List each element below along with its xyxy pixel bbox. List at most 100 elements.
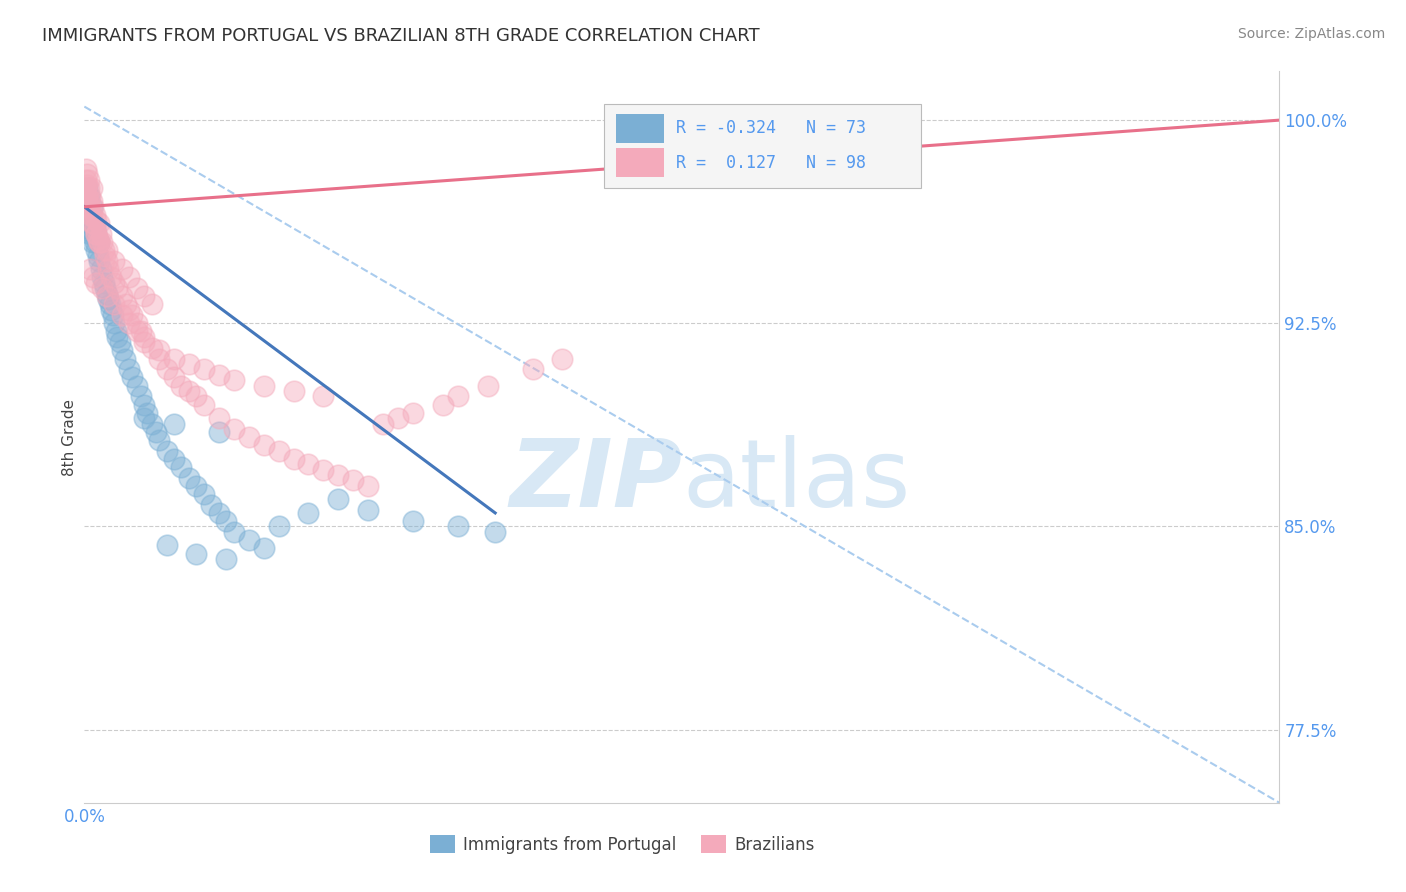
Point [402, 406, 425, 420]
Point [97, 262, 120, 277]
Point [100, 270, 122, 285]
Point [148, 351, 170, 366]
Point [89, 254, 111, 268]
Point [222, 373, 245, 387]
Point [132, 289, 156, 303]
Point [86, 227, 108, 241]
Point [447, 389, 470, 403]
Point [114, 351, 136, 366]
Point [110, 335, 132, 350]
Point [105, 281, 128, 295]
Point [104, 325, 127, 339]
Point [522, 362, 544, 376]
Point [96, 286, 118, 301]
Point [186, 389, 208, 403]
Point [170, 459, 193, 474]
FancyBboxPatch shape [616, 148, 664, 178]
Point [297, 457, 319, 471]
Point [76, 178, 98, 193]
Text: ZIP: ZIP [509, 435, 682, 527]
Point [103, 297, 125, 311]
Point [77, 208, 100, 222]
Point [222, 422, 245, 436]
Point [387, 411, 409, 425]
Point [76, 189, 98, 203]
Point [238, 430, 260, 444]
Point [83, 208, 105, 222]
Point [76, 181, 98, 195]
Point [75, 200, 97, 214]
Point [101, 308, 124, 322]
Point [177, 357, 200, 371]
Point [96, 254, 118, 268]
Point [103, 276, 125, 290]
Point [111, 289, 134, 303]
Point [89, 235, 111, 249]
Point [87, 249, 110, 263]
Text: Source: ZipAtlas.com: Source: ZipAtlas.com [1237, 27, 1385, 41]
Point [193, 487, 215, 501]
Point [80, 194, 103, 209]
Point [208, 506, 231, 520]
Point [79, 227, 101, 241]
Point [115, 297, 138, 311]
Point [155, 443, 177, 458]
Point [342, 474, 364, 488]
Point [86, 243, 108, 257]
Point [77, 200, 100, 214]
Point [82, 200, 104, 214]
Point [80, 181, 103, 195]
Point [82, 227, 104, 241]
Point [312, 389, 335, 403]
Point [118, 316, 141, 330]
Point [193, 362, 215, 376]
Point [82, 270, 104, 285]
Point [402, 514, 425, 528]
Point [170, 378, 193, 392]
Point [103, 254, 125, 268]
Point [125, 378, 148, 392]
FancyBboxPatch shape [616, 114, 664, 143]
Point [79, 205, 101, 219]
Point [155, 538, 177, 552]
Point [79, 208, 101, 222]
FancyBboxPatch shape [605, 104, 921, 188]
Point [447, 519, 470, 533]
Text: IMMIGRANTS FROM PORTUGAL VS BRAZILIAN 8TH GRADE CORRELATION CHART: IMMIGRANTS FROM PORTUGAL VS BRAZILIAN 8T… [42, 27, 759, 45]
Point [86, 276, 108, 290]
Point [163, 451, 186, 466]
Point [79, 213, 101, 227]
Point [432, 398, 454, 412]
Point [253, 438, 276, 452]
Point [132, 335, 156, 350]
Point [80, 208, 103, 222]
Point [132, 330, 156, 344]
Point [77, 172, 100, 186]
Point [77, 194, 100, 209]
Point [86, 227, 108, 241]
Point [118, 302, 141, 317]
Point [93, 243, 115, 257]
Point [208, 411, 231, 425]
Point [97, 292, 120, 306]
Point [79, 262, 101, 277]
Point [77, 181, 100, 195]
Point [93, 276, 115, 290]
Point [98, 297, 121, 311]
Point [283, 384, 305, 398]
Point [125, 316, 148, 330]
Point [125, 325, 148, 339]
Point [82, 216, 104, 230]
Point [86, 213, 108, 227]
Point [91, 270, 114, 285]
Point [132, 398, 156, 412]
Point [145, 425, 167, 439]
Point [83, 221, 105, 235]
Point [253, 541, 276, 556]
Point [141, 417, 163, 431]
Point [96, 289, 118, 303]
Point [90, 227, 112, 241]
Point [238, 533, 260, 547]
Point [94, 281, 117, 295]
Point [141, 297, 163, 311]
